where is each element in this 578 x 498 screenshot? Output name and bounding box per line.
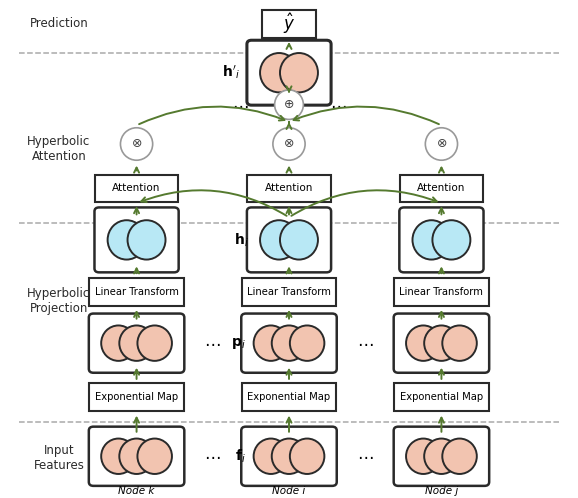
Text: $\otimes$: $\otimes$ [436,137,447,150]
Text: Exponential Map: Exponential Map [400,392,483,402]
Ellipse shape [128,220,165,259]
Text: $\mathbf{h}'_i$: $\mathbf{h}'_i$ [222,64,240,82]
FancyBboxPatch shape [400,175,483,202]
FancyBboxPatch shape [247,40,331,105]
FancyBboxPatch shape [241,427,337,486]
Ellipse shape [272,326,306,361]
Ellipse shape [254,439,288,474]
Text: Input
Features: Input Features [34,444,84,472]
Text: Linear Transform: Linear Transform [247,286,331,296]
FancyBboxPatch shape [94,208,179,272]
FancyBboxPatch shape [241,314,337,373]
Text: $\mathbf{h}_i$: $\mathbf{h}_i$ [234,231,249,249]
Ellipse shape [138,439,172,474]
Text: $\cdots$: $\cdots$ [205,447,221,465]
Text: Hyperbolic
Projection: Hyperbolic Projection [27,287,91,315]
FancyBboxPatch shape [89,314,184,373]
FancyBboxPatch shape [242,277,336,306]
Ellipse shape [442,326,477,361]
Ellipse shape [280,53,318,92]
FancyBboxPatch shape [89,427,184,486]
Ellipse shape [424,439,459,474]
Text: Hyperbolic
Attention: Hyperbolic Attention [27,135,91,163]
Ellipse shape [254,326,288,361]
Ellipse shape [101,326,136,361]
Text: $\cdots$: $\cdots$ [357,447,373,465]
Text: $\mathbf{f}_i$: $\mathbf{f}_i$ [235,448,246,465]
Ellipse shape [138,326,172,361]
Text: Node j: Node j [425,486,458,496]
Text: Exponential Map: Exponential Map [247,392,331,402]
Ellipse shape [280,220,318,259]
Ellipse shape [406,326,440,361]
Ellipse shape [101,439,136,474]
FancyBboxPatch shape [394,314,489,373]
Text: $\otimes$: $\otimes$ [131,137,142,150]
Text: $\cdots$: $\cdots$ [357,334,373,352]
Text: Attention: Attention [265,183,313,193]
Ellipse shape [290,326,324,361]
FancyBboxPatch shape [262,9,316,37]
Text: Node k: Node k [118,486,155,496]
Ellipse shape [119,326,154,361]
FancyBboxPatch shape [89,383,184,411]
FancyBboxPatch shape [399,208,484,272]
Text: Attention: Attention [417,183,466,193]
Ellipse shape [120,128,153,160]
Text: Exponential Map: Exponential Map [95,392,178,402]
FancyBboxPatch shape [247,208,331,272]
Text: $\cdots$: $\cdots$ [329,96,346,114]
Text: $\otimes$: $\otimes$ [283,137,295,150]
Ellipse shape [425,128,458,160]
Text: $\cdots$: $\cdots$ [232,96,249,114]
Text: Prediction: Prediction [29,17,88,30]
Text: Attention: Attention [112,183,161,193]
Text: $\oplus$: $\oplus$ [283,98,295,111]
Ellipse shape [406,439,440,474]
Ellipse shape [290,439,324,474]
FancyBboxPatch shape [394,427,489,486]
Text: Linear Transform: Linear Transform [95,286,179,296]
Text: Node i: Node i [272,486,306,496]
Text: Linear Transform: Linear Transform [399,286,483,296]
FancyBboxPatch shape [247,175,331,202]
FancyBboxPatch shape [242,383,336,411]
Text: $\hat{y}$: $\hat{y}$ [283,11,295,36]
Ellipse shape [260,220,298,259]
Ellipse shape [432,220,470,259]
FancyBboxPatch shape [95,175,178,202]
Ellipse shape [272,439,306,474]
Ellipse shape [273,128,305,160]
Ellipse shape [424,326,459,361]
FancyBboxPatch shape [394,277,489,306]
FancyBboxPatch shape [89,277,184,306]
Ellipse shape [108,220,146,259]
Ellipse shape [119,439,154,474]
Ellipse shape [442,439,477,474]
Ellipse shape [260,53,298,92]
FancyBboxPatch shape [394,383,489,411]
Ellipse shape [413,220,450,259]
Text: $\mathbf{p}_i$: $\mathbf{p}_i$ [231,336,246,351]
Ellipse shape [275,90,303,120]
Text: $\cdots$: $\cdots$ [205,334,221,352]
